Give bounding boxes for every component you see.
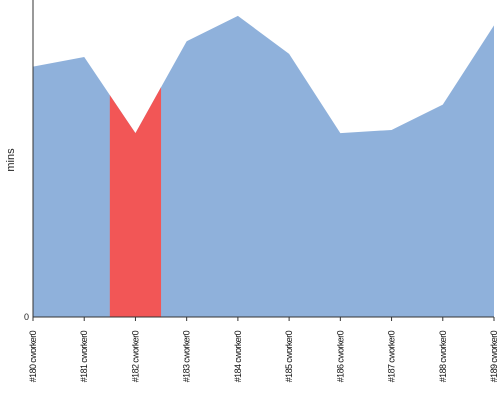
highlighted-area-segment: [109, 87, 162, 317]
x-tick-labels: #180 cworker0 #181 cworker0 #182 cworker0 #…: [28, 317, 499, 382]
x-tick-label: #188 cworker0: [438, 330, 448, 382]
y-axis-label: mins: [5, 148, 17, 172]
x-tick-label: #182 cworker0: [130, 330, 140, 382]
x-tick-label: #186 cworker0: [335, 330, 345, 382]
x-tick-label: #185 cworker0: [284, 330, 294, 382]
x-tick-label: #189 cworker0: [489, 330, 499, 382]
x-tick-label: #184 cworker0: [233, 330, 243, 382]
y-tick-label: 0: [24, 312, 29, 322]
x-tick-label: #187 cworker0: [387, 330, 397, 382]
plot-area: [33, 15, 494, 317]
x-tick-label: #181 cworker0: [79, 330, 89, 382]
x-tick-label: #180 cworker0: [28, 330, 38, 382]
x-tick-label: #183 cworker0: [182, 330, 192, 382]
area-series: [33, 15, 494, 317]
